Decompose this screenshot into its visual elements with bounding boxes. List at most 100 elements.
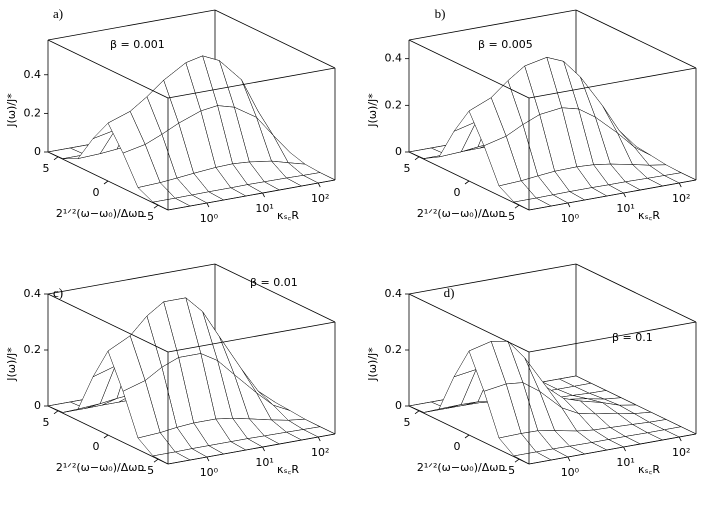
z-tick-label: 0.4 <box>385 52 403 65</box>
z-tick-label: 0.4 <box>385 287 403 300</box>
panel: 00.20.450−5 10⁰10¹10²J(ω)/J*2¹ᐟ²(ω−ω₀)/Δω… <box>366 6 697 225</box>
box-edge <box>528 67 697 99</box>
x-axis-label: κₛ꜀R <box>277 209 299 222</box>
x-tick-label: 10⁰ <box>200 212 219 225</box>
y-tick <box>514 458 520 463</box>
box-edge <box>214 9 336 69</box>
box-edge <box>167 179 336 211</box>
x-axis-label: κₛ꜀R <box>638 463 660 476</box>
y-tick <box>464 180 470 185</box>
y-tick-label: −5 <box>499 210 515 223</box>
box-edge <box>47 9 216 41</box>
z-axis-label: J(ω)/J* <box>366 93 379 128</box>
x-tick-label: 10⁰ <box>200 466 219 479</box>
box-edge <box>408 9 577 41</box>
x-tick <box>623 192 626 198</box>
z-tick-label: 0.2 <box>24 343 42 356</box>
y-tick-label: −5 <box>138 464 154 477</box>
box-edge <box>528 179 697 211</box>
box-edge <box>528 433 697 465</box>
y-axis-label: 2¹ᐟ²(ω−ω₀)/Δωᴅ <box>56 461 145 474</box>
x-tick <box>317 436 321 442</box>
x-tick <box>567 456 571 462</box>
panel: 00.20.450−5 10⁰10¹10²J(ω)/J*2¹ᐟ²(ω−ω₀)/Δω… <box>5 6 336 225</box>
box-edge <box>167 67 336 99</box>
y-tick <box>464 434 470 439</box>
annotation: β = 0.001 <box>110 38 165 51</box>
box-edge <box>408 293 530 353</box>
x-tick <box>262 192 265 198</box>
y-tick-label: −5 <box>138 210 154 223</box>
x-tick-label: 10¹ <box>616 202 634 215</box>
panel-label: d) <box>444 285 455 300</box>
y-axis-label: 2¹ᐟ²(ω−ω₀)/Δωᴅ <box>417 461 506 474</box>
z-tick-label: 0.4 <box>24 68 42 81</box>
y-tick-label: 5 <box>404 162 411 175</box>
y-tick <box>414 410 420 415</box>
x-axis-label: κₛ꜀R <box>277 463 299 476</box>
z-tick-label: 0 <box>395 145 402 158</box>
box-edge <box>575 9 697 69</box>
x-axis-label: κₛ꜀R <box>638 209 660 222</box>
x-tick <box>678 436 682 442</box>
y-tick-label: 5 <box>404 416 411 429</box>
annotation: β = 0.005 <box>478 38 533 51</box>
y-tick <box>53 156 59 161</box>
annotation: β = 0.01 <box>250 276 298 289</box>
box-edge <box>47 293 169 353</box>
x-tick-label: 10² <box>672 446 690 459</box>
x-tick <box>262 446 265 452</box>
x-tick-label: 10¹ <box>255 456 273 469</box>
panel: 00.20.450−5 10⁰10¹10²J(ω)/J*2¹ᐟ²(ω−ω₀)/Δω… <box>366 263 697 479</box>
z-axis-label: J(ω)/J* <box>366 347 379 382</box>
y-tick-label: 5 <box>43 162 50 175</box>
x-tick-label: 10⁰ <box>561 466 580 479</box>
z-tick-label: 0 <box>34 399 41 412</box>
box-edge <box>408 263 577 295</box>
y-axis-label: 2¹ᐟ²(ω−ω₀)/Δωᴅ <box>417 207 506 220</box>
x-tick <box>206 202 210 208</box>
x-tick-label: 10¹ <box>255 202 273 215</box>
y-tick <box>103 180 109 185</box>
box-edge <box>167 321 336 353</box>
y-tick <box>103 434 109 439</box>
z-axis-label: J(ω)/J* <box>5 347 18 382</box>
x-tick <box>623 446 626 452</box>
annotation: β = 0.1 <box>612 331 653 344</box>
x-tick <box>206 456 210 462</box>
y-tick <box>153 204 159 209</box>
y-tick <box>153 458 159 463</box>
x-tick-label: 10¹ <box>616 456 634 469</box>
y-tick-label: 5 <box>43 416 50 429</box>
y-tick-label: 0 <box>93 440 100 453</box>
y-tick <box>414 156 420 161</box>
panel-label: b) <box>435 6 446 21</box>
y-tick-label: 0 <box>454 186 461 199</box>
z-tick-label: 0 <box>395 399 402 412</box>
box-edge <box>214 263 336 323</box>
y-tick <box>514 204 520 209</box>
x-tick <box>317 182 321 188</box>
y-tick-label: −5 <box>499 464 515 477</box>
x-tick <box>567 202 571 208</box>
z-tick-label: 0.2 <box>24 106 42 119</box>
y-tick <box>53 410 59 415</box>
y-tick-label: 0 <box>454 440 461 453</box>
x-tick-label: 10² <box>311 192 329 205</box>
box-edge <box>528 321 697 353</box>
panel-label: a) <box>53 6 63 21</box>
box-edge <box>47 39 169 99</box>
z-tick-label: 0 <box>34 145 41 158</box>
z-axis-label: J(ω)/J* <box>5 93 18 128</box>
x-tick-label: 10² <box>672 192 690 205</box>
z-tick-label: 0.2 <box>385 343 403 356</box>
box-edge <box>575 263 697 323</box>
panel: 00.20.450−5 10⁰10¹10²J(ω)/J*2¹ᐟ²(ω−ω₀)/Δω… <box>5 263 336 479</box>
y-axis-label: 2¹ᐟ²(ω−ω₀)/Δωᴅ <box>56 207 145 220</box>
y-tick-label: 0 <box>93 186 100 199</box>
panel-label: c) <box>53 285 63 300</box>
box-edge <box>47 263 216 295</box>
z-tick-label: 0.4 <box>24 287 42 300</box>
box-edge <box>408 39 530 99</box>
